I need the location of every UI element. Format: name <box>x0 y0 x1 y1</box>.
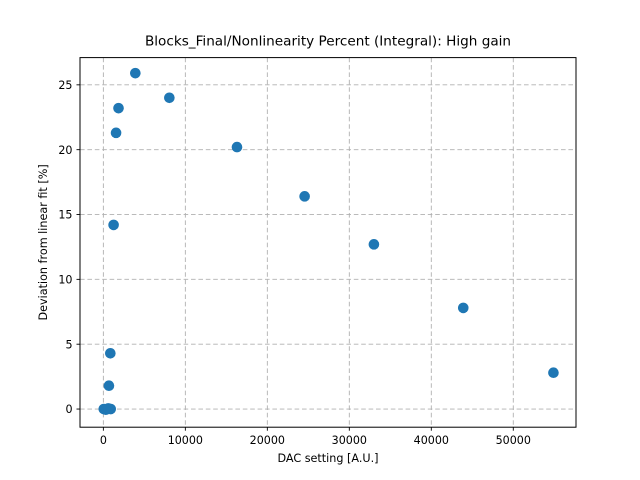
y-tick-label: 0 <box>65 403 72 416</box>
data-point <box>231 141 243 153</box>
y-tick-label: 25 <box>58 79 72 92</box>
data-point <box>113 102 124 114</box>
data-point <box>110 127 122 139</box>
data-point <box>105 347 116 359</box>
axis-tick-labels: 0 10000 20000 30000 40000 50000 0 5 10 15 20 25 <box>58 79 531 447</box>
x-tick-label: 20000 <box>250 434 285 447</box>
x-tick-label: 30000 <box>332 434 367 447</box>
grid-lines <box>80 57 576 428</box>
data-point <box>103 380 115 392</box>
axis-ticks <box>76 84 514 431</box>
data-point <box>368 239 380 250</box>
y-tick-label: 10 <box>58 273 72 286</box>
data-point <box>548 367 559 379</box>
scatter-points <box>98 67 559 415</box>
plot-border <box>79 57 577 428</box>
y-tick-label: 20 <box>58 144 72 157</box>
x-axis-label: DAC setting [A.U.] <box>277 452 378 465</box>
x-tick-label: 40000 <box>414 434 449 447</box>
data-point <box>130 67 141 79</box>
x-tick-label: 10000 <box>168 434 203 447</box>
data-point <box>164 92 175 104</box>
chart-title: Blocks_Final/Nonlinearity Percent (Integ… <box>145 34 511 50</box>
y-axis-label: Deviation from linear fit [%] <box>37 164 50 320</box>
data-point <box>108 219 119 231</box>
x-tick-label: 50000 <box>496 434 531 447</box>
y-tick-label: 5 <box>65 338 72 351</box>
data-point <box>299 191 310 202</box>
y-tick-label: 15 <box>58 209 72 222</box>
x-tick-label: 0 <box>100 434 107 447</box>
data-point <box>457 302 469 314</box>
data-point <box>105 403 117 415</box>
